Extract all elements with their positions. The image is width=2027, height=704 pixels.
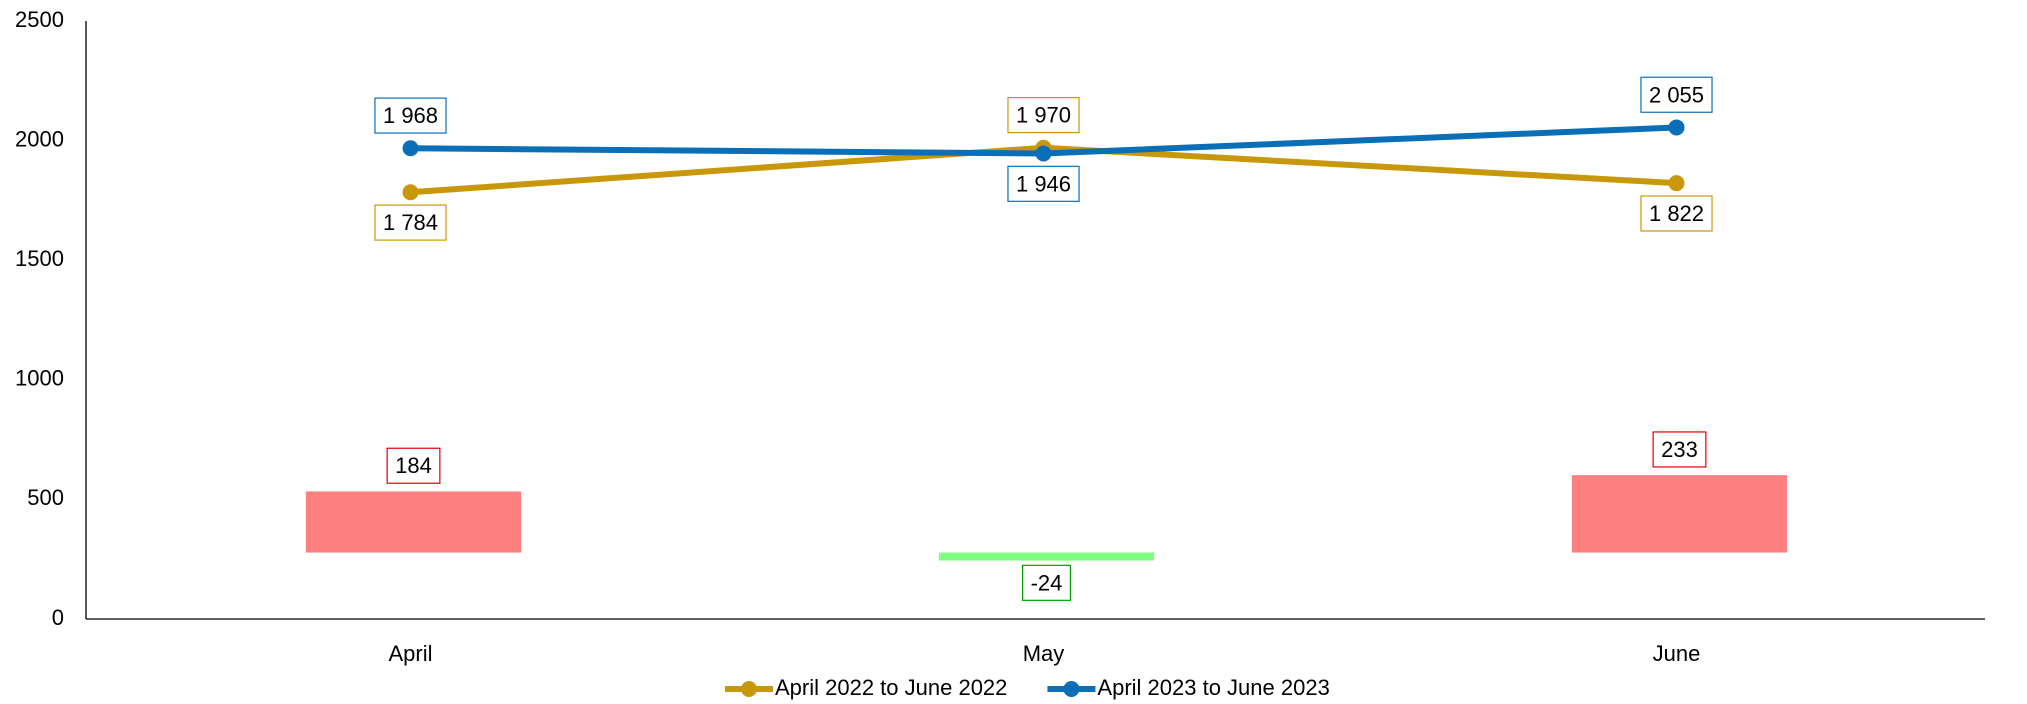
legend-label: April 2023 to June 2023 [1097, 675, 1329, 700]
y-tick-label: 1000 [15, 366, 64, 391]
bar-label: -24 [1031, 570, 1063, 595]
series-point [402, 140, 419, 157]
bar [938, 552, 1155, 561]
data-label: 1 970 [1016, 103, 1071, 128]
data-label-box [1007, 165, 1080, 202]
data-label-box [1640, 195, 1713, 232]
data-label-box [374, 97, 447, 134]
data-label-box [1640, 76, 1713, 113]
bar [305, 491, 522, 553]
x-tick-label: June [1653, 641, 1701, 666]
bar [1571, 475, 1788, 553]
data-label-box [1007, 96, 1080, 134]
data-label: 2 055 [1649, 82, 1704, 107]
y-tick-label: 2000 [15, 126, 64, 151]
series-point [1668, 119, 1685, 136]
data-label: 1 784 [383, 210, 438, 235]
legend-marker [741, 681, 757, 697]
y-tick-label: 500 [27, 485, 64, 510]
y-tick-label: 2500 [15, 7, 64, 32]
data-label: 1 822 [1649, 201, 1704, 226]
legend-marker [1063, 681, 1080, 697]
series-point [402, 184, 419, 201]
x-tick-label: April [388, 641, 432, 666]
bar-label-box [386, 447, 441, 484]
bar-label: 184 [395, 453, 432, 478]
series-point [1035, 145, 1052, 162]
bar-label-box [1652, 431, 1707, 468]
data-label-box [374, 204, 447, 241]
data-label: 1 946 [1016, 171, 1071, 196]
bar-label: 233 [1661, 437, 1698, 462]
y-tick-label: 0 [52, 605, 64, 630]
legend-label: April 2022 to June 2022 [775, 675, 1007, 700]
x-tick-label: May [1023, 641, 1065, 666]
data-label: 1 968 [383, 103, 438, 128]
bar-label-box [1022, 564, 1071, 601]
y-tick-label: 1500 [15, 246, 64, 271]
series-point [1668, 175, 1685, 192]
